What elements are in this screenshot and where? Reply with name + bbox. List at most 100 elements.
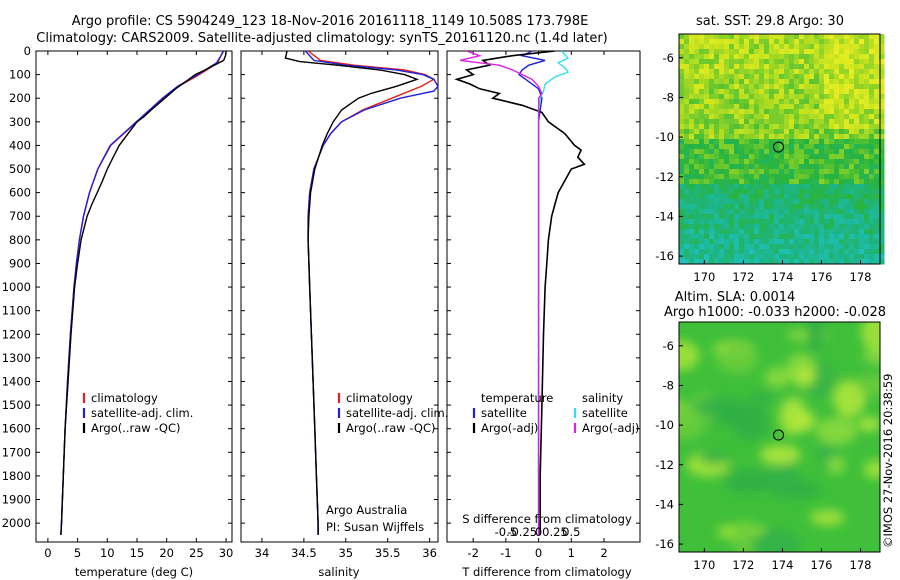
sst-cell xyxy=(699,54,705,60)
sst-cell xyxy=(769,259,775,265)
sst-cell xyxy=(729,254,735,260)
sst-cell xyxy=(724,99,730,105)
sst-cell xyxy=(814,184,820,190)
series-line xyxy=(537,51,570,535)
sst-cell xyxy=(854,59,860,65)
sst-cell xyxy=(839,94,845,100)
sst-cell xyxy=(789,174,795,180)
sst-cell xyxy=(799,89,805,95)
sst-cell xyxy=(854,259,860,265)
sst-cell xyxy=(799,119,805,125)
sst-cell xyxy=(699,69,705,75)
sst-cell xyxy=(869,254,875,260)
sst-cell xyxy=(679,199,685,205)
sst-cell xyxy=(824,219,830,225)
sst-cell xyxy=(679,79,685,85)
sst-cell xyxy=(754,194,760,200)
sst-cell xyxy=(744,34,750,40)
map-sla-yticks: -6-8-10-12-14-16 xyxy=(655,339,683,551)
sst-cell xyxy=(714,94,720,100)
sst-cell xyxy=(854,179,860,185)
sst-cell xyxy=(779,129,785,135)
difference-xticks: -2 -1 0 1 2 xyxy=(467,51,608,560)
sst-cell xyxy=(689,189,695,195)
sst-cell xyxy=(784,79,790,85)
sst-cell xyxy=(864,74,870,80)
sst-cell xyxy=(844,44,850,50)
sst-cell xyxy=(834,194,840,200)
sst-cell xyxy=(809,44,815,50)
map-xtick-label: 172 xyxy=(732,270,754,284)
sla-blob xyxy=(861,322,880,352)
sst-cell xyxy=(864,179,870,185)
sst-cell xyxy=(759,244,765,250)
sst-cell xyxy=(709,44,715,50)
xtick-label: 2 xyxy=(600,546,607,560)
sst-cell xyxy=(829,214,835,220)
sst-cell xyxy=(829,219,835,225)
sst-cell xyxy=(759,219,765,225)
sst-cell xyxy=(774,124,780,130)
sst-cell xyxy=(759,129,765,135)
sst-cell xyxy=(879,254,885,260)
sst-cell xyxy=(719,159,725,165)
sst-cell xyxy=(824,74,830,80)
sst-cell xyxy=(879,119,885,125)
sst-cell xyxy=(709,139,715,145)
sst-cell xyxy=(764,119,770,125)
sst-cell xyxy=(734,194,740,200)
sst-cell xyxy=(849,159,855,165)
sst-cell xyxy=(859,54,865,60)
map-sla-heatmap xyxy=(679,322,880,552)
sst-cell xyxy=(744,219,750,225)
sst-cell xyxy=(879,109,885,115)
sst-cell xyxy=(834,199,840,205)
sst-cell xyxy=(874,44,880,50)
sst-cell xyxy=(729,99,735,105)
sst-cell xyxy=(734,159,740,165)
sst-cell xyxy=(794,109,800,115)
sst-cell xyxy=(869,204,875,210)
sst-cell xyxy=(679,244,685,250)
sst-cell xyxy=(774,174,780,180)
imos-watermark: ©IMOS 27-Nov-2016 20:38:59 xyxy=(881,374,895,548)
sst-cell xyxy=(779,59,785,65)
sst-cell xyxy=(744,79,750,85)
sst-cell xyxy=(879,239,885,245)
sst-cell xyxy=(679,234,685,240)
sst-cell xyxy=(744,249,750,255)
sst-cell xyxy=(759,144,765,150)
sst-cell xyxy=(794,219,800,225)
sst-cell xyxy=(679,94,685,100)
sst-cell xyxy=(804,199,810,205)
sst-cell xyxy=(699,254,705,260)
sst-cell xyxy=(714,54,720,60)
sst-cell xyxy=(869,44,875,50)
sst-cell xyxy=(729,224,735,230)
sst-cell xyxy=(829,189,835,195)
sst-cell xyxy=(714,79,720,85)
sst-cell xyxy=(739,239,745,245)
sst-cell xyxy=(779,234,785,240)
ytick-label: 1900 xyxy=(2,493,31,507)
sst-cell xyxy=(774,154,780,160)
sst-cell xyxy=(699,189,705,195)
sst-cell xyxy=(844,139,850,145)
sst-cell xyxy=(799,139,805,145)
sst-cell xyxy=(689,144,695,150)
xtick-label: 30 xyxy=(219,546,234,560)
sst-cell xyxy=(709,254,715,260)
sst-cell xyxy=(859,39,865,45)
sst-cell xyxy=(734,44,740,50)
sst-cell xyxy=(819,209,825,215)
sst-cell xyxy=(694,59,700,65)
sst-cell xyxy=(874,159,880,165)
sst-cell xyxy=(754,154,760,160)
sst-cell xyxy=(694,44,700,50)
sst-cell xyxy=(759,39,765,45)
sst-cell xyxy=(779,94,785,100)
sst-cell xyxy=(714,154,720,160)
map-xtick-label: 170 xyxy=(693,270,715,284)
sst-cell xyxy=(679,54,685,60)
sst-cell xyxy=(709,79,715,85)
